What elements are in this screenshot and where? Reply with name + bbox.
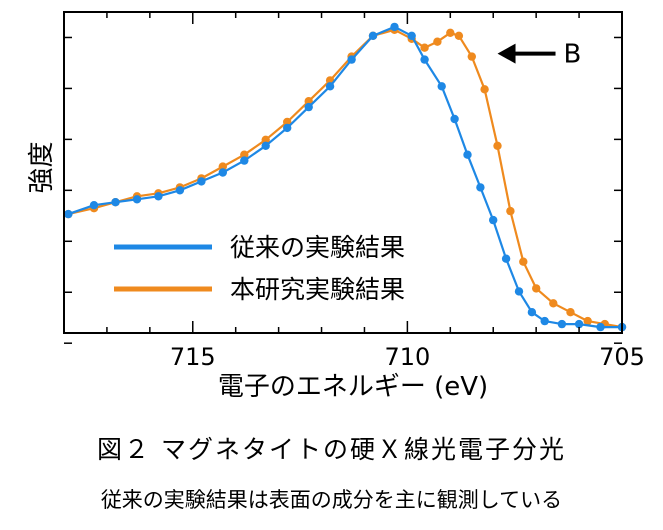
series-0-point <box>111 198 120 207</box>
legend-label-0: 従来の実験結果 <box>230 233 405 262</box>
y-axis-label: 強度 <box>27 141 57 193</box>
series-0-point <box>261 141 270 150</box>
series-1-point <box>283 117 292 127</box>
series-0-point <box>557 319 567 329</box>
series-0-point <box>437 82 446 91</box>
x-tick-label: 715 <box>170 343 216 371</box>
series-0-point <box>501 254 511 263</box>
annotation-arrow-head <box>497 43 516 64</box>
series-layer <box>64 22 627 332</box>
x-axis-label: 電子のエネルギー (eV) <box>218 372 488 402</box>
series-0-point <box>407 31 416 40</box>
series-1-point <box>566 308 575 317</box>
series-1-point <box>480 85 489 94</box>
series-0-point <box>489 215 498 225</box>
series-1-point <box>433 37 442 46</box>
series-1-point <box>261 135 270 144</box>
series-0-point <box>325 82 335 91</box>
series-0-point <box>514 287 524 296</box>
series-1-point <box>583 316 592 326</box>
series-0-point <box>596 322 605 332</box>
series-0-point <box>368 31 378 40</box>
series-0-point <box>527 308 537 317</box>
series-0-point <box>283 123 292 133</box>
series-1-point <box>304 97 313 106</box>
series-1-point <box>532 284 541 293</box>
series-1-point <box>467 52 476 61</box>
series-0-point <box>154 192 163 201</box>
series-0-point <box>574 319 584 329</box>
x-tick-label: 705 <box>599 343 645 371</box>
series-0-point <box>64 209 73 219</box>
annotation-label: B <box>564 40 582 70</box>
series-1-point <box>519 257 528 266</box>
series-1-point <box>454 31 464 40</box>
series-0-point <box>89 201 99 210</box>
series-0-point <box>463 150 472 159</box>
spectrum-chart: 715 710 705 従来の実験結果 本研究実験結果 B 電子のエネルギー (eV… <box>27 11 645 402</box>
legend: 従来の実験結果 本研究実験結果 <box>114 233 405 304</box>
series-1-point <box>218 162 227 171</box>
x-tick-label: 710 <box>384 343 430 371</box>
series-1-point <box>446 28 455 37</box>
series-0-point <box>218 168 227 177</box>
series-1-point <box>493 141 502 150</box>
annotation-b: B <box>497 40 582 70</box>
legend-label-1: 本研究実験結果 <box>230 275 405 304</box>
series-0-point <box>197 177 206 186</box>
series-1-point <box>549 299 558 308</box>
figure-title: 図２ マグネタイトの硬Ｘ線光電子分光 <box>97 435 566 464</box>
series-1-point <box>506 206 515 216</box>
plot-frame <box>63 11 623 334</box>
series-0-point <box>347 55 356 64</box>
series-0-point <box>540 316 549 326</box>
series-0-point <box>476 183 485 192</box>
series-0-point <box>450 114 459 124</box>
series-0-point <box>240 156 249 165</box>
series-1-point <box>420 43 429 52</box>
series-1-point <box>240 150 249 159</box>
tick-layer: 715 710 705 <box>63 12 645 371</box>
series-0-point <box>175 186 185 195</box>
series-0-point <box>304 102 313 112</box>
series-0-point <box>390 22 399 32</box>
figure-subtitle: 従来の実験結果は表面の成分を主に観測している <box>100 488 563 512</box>
series-0-point <box>132 195 142 204</box>
series-0-point <box>420 55 429 64</box>
